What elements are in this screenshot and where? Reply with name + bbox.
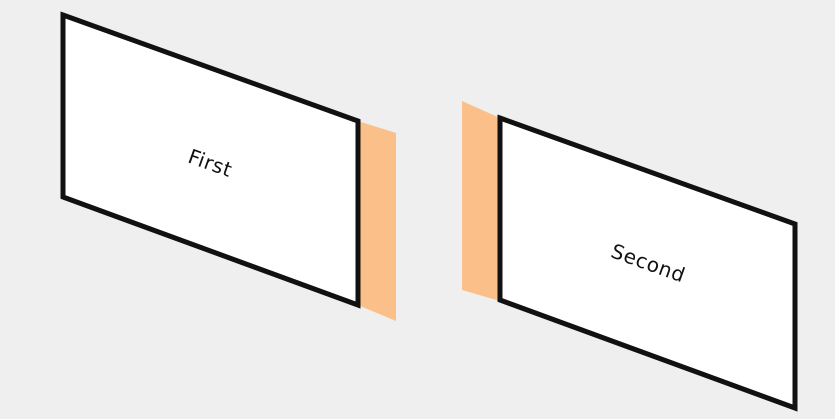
first-card-side-panel: [358, 121, 396, 321]
second-card-side-panel: [462, 101, 500, 301]
second-card[interactable]: [497, 114, 798, 412]
first-card[interactable]: [60, 11, 361, 309]
